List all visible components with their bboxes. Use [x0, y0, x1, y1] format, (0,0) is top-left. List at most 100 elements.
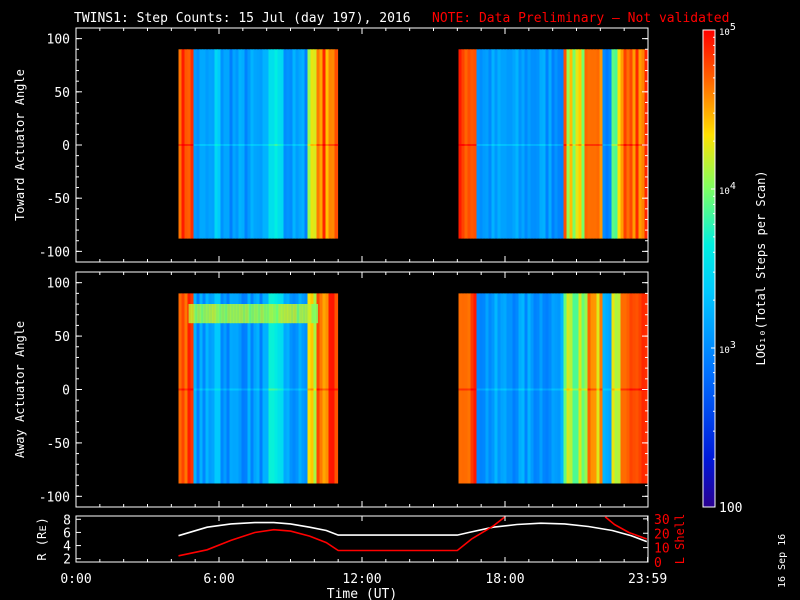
heatmap-zero-band — [316, 144, 321, 146]
heatmap-zero-band — [211, 144, 216, 146]
heatmap-band-cell — [239, 304, 244, 324]
heatmap-zero-band — [524, 388, 529, 391]
colorbar-frame — [702, 29, 716, 508]
heatmap-zero-band — [614, 388, 619, 391]
heatmap-zero-band — [247, 388, 252, 391]
heatmap-zero-band — [602, 388, 607, 391]
heatmap-zero-band — [274, 144, 279, 146]
heatmap-zero-band — [232, 388, 237, 391]
heatmap-column — [208, 49, 213, 239]
heatmap-band-cell — [233, 304, 238, 324]
heatmap-band-cell — [263, 304, 268, 324]
heatmap-zero-band — [623, 144, 628, 146]
heatmap-column — [268, 293, 273, 484]
heatmap-band-cell — [311, 304, 316, 324]
heatmap-band-cell — [215, 304, 220, 324]
colorbar-tick-label: 103 — [719, 340, 736, 356]
heatmap-zero-band — [250, 144, 255, 146]
heatmap-zero-band — [611, 388, 616, 391]
heatmap-column — [623, 49, 628, 239]
heatmap-column — [509, 293, 514, 484]
heatmap-column — [614, 49, 619, 239]
heatmap-zero-band — [217, 144, 222, 146]
heatmap-zero-band — [178, 388, 183, 391]
heatmap-band-cell — [305, 304, 310, 324]
heatmap-column — [190, 49, 195, 239]
heatmap-column — [482, 293, 487, 484]
heatmap-zero-band — [271, 388, 276, 391]
y-tick-label: -100 — [39, 490, 70, 505]
heatmap-column — [277, 49, 282, 239]
heatmap-column — [506, 49, 511, 239]
heatmap-zero-band — [310, 388, 315, 391]
y-tick-label: 100 — [47, 277, 70, 292]
heatmap-column — [596, 293, 601, 484]
heatmap-zero-band — [286, 144, 291, 146]
heatmap-zero-band — [512, 388, 517, 391]
heatmap-column — [641, 293, 646, 484]
heatmap-zero-band — [208, 144, 213, 146]
heatmap-column — [518, 49, 523, 239]
right-tick-label: 0 — [654, 556, 662, 571]
heatmap-block — [178, 293, 339, 484]
heatmap-column — [322, 293, 327, 484]
heatmap-band-cell — [194, 304, 199, 324]
heatmap-band-cell — [287, 304, 292, 324]
heatmap-column — [280, 49, 285, 239]
heatmap-zero-band — [268, 144, 273, 146]
heatmap-column — [605, 293, 610, 484]
heatmap-column — [527, 293, 532, 484]
heatmap-column — [539, 293, 544, 484]
heatmap-zero-band — [566, 144, 571, 146]
heatmap-zero-band — [289, 144, 294, 146]
heatmap-zero-band — [247, 144, 252, 146]
heatmap-zero-band — [268, 388, 273, 391]
heatmap-column — [527, 49, 532, 239]
heatmap-zero-band — [190, 388, 195, 391]
heatmap-zero-band — [608, 144, 613, 146]
heatmap-zero-band — [467, 388, 472, 391]
heatmap-zero-band — [262, 388, 267, 391]
heatmap-zero-band — [563, 388, 568, 391]
heatmap-zero-band — [584, 144, 589, 146]
heatmap-zero-band — [193, 388, 198, 391]
heatmap-column — [548, 49, 553, 239]
left-tick-label: 4 — [63, 540, 71, 555]
heatmap-zero-band — [635, 144, 640, 146]
heatmap-zero-band — [491, 144, 496, 146]
heatmap-zero-band — [632, 388, 637, 391]
heatmap-zero-band — [241, 144, 246, 146]
heatmap-zero-band — [626, 144, 631, 146]
heatmap-column — [593, 293, 598, 484]
heatmap-zero-band — [187, 388, 192, 391]
heatmap-band-cell — [275, 304, 280, 324]
heatmap-column — [259, 293, 264, 484]
heatmap-column — [530, 293, 535, 484]
heatmap-column — [187, 49, 192, 239]
heatmap-column — [250, 49, 255, 239]
heatmap-column — [277, 293, 282, 484]
heatmap-zero-band — [587, 388, 592, 391]
heatmap-column — [638, 49, 643, 239]
heatmap-column — [316, 293, 321, 484]
heatmap-band-cell — [248, 304, 253, 324]
heatmap-zero-band — [533, 144, 538, 146]
heatmap-zero-band — [593, 144, 598, 146]
heatmap-zero-band — [274, 388, 279, 391]
heatmap-column — [512, 293, 517, 484]
heatmap-zero-band — [527, 144, 532, 146]
left-tick-label: 2 — [63, 553, 71, 568]
heatmap-zero-band — [497, 144, 502, 146]
colorbar-tick-label: 104 — [719, 181, 736, 197]
heatmap-zero-band — [608, 388, 613, 391]
heatmap-column — [244, 293, 249, 484]
heatmap-column — [644, 293, 649, 484]
heatmap-band-cell — [293, 304, 298, 324]
heatmap-zero-band — [316, 388, 321, 391]
heatmap-column — [503, 293, 508, 484]
heatmap-zero-band — [473, 144, 478, 146]
heatmap-column — [190, 293, 195, 484]
heatmap-zero-band — [614, 144, 619, 146]
heatmap-column — [301, 293, 306, 484]
